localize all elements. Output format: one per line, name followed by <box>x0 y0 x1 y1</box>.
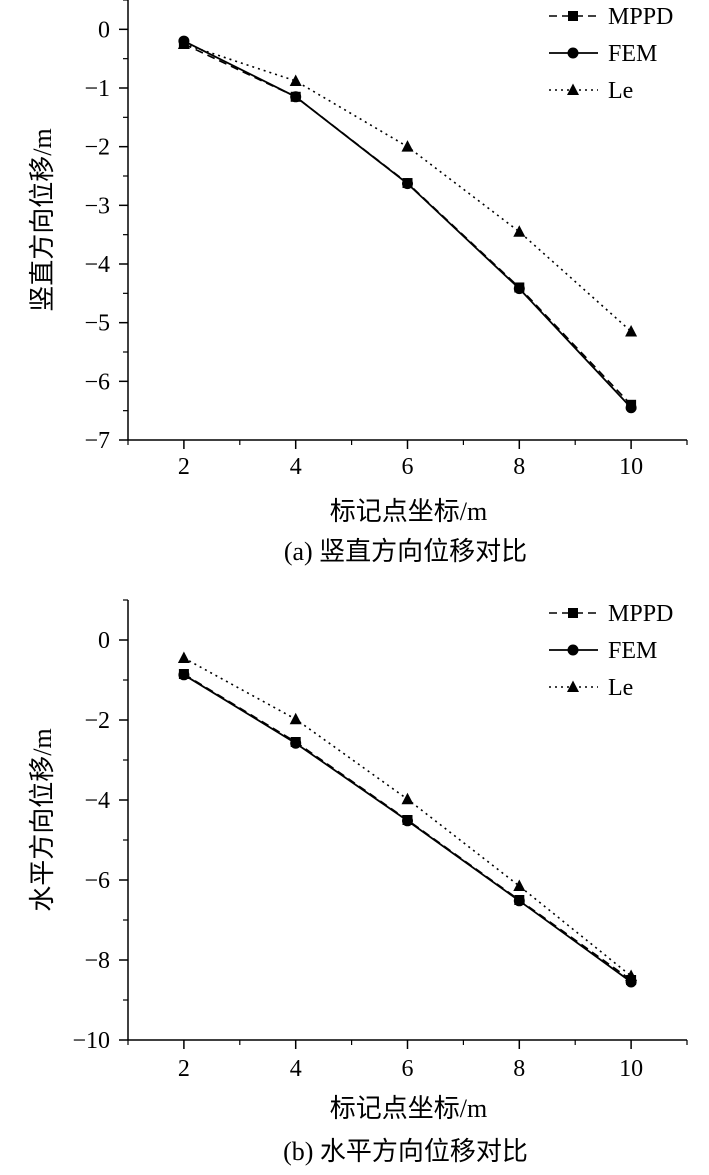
legend-label-fem: FEM <box>608 41 657 67</box>
series-mppd <box>178 669 637 985</box>
x-axis-title: 标记点坐标/m <box>330 1094 487 1123</box>
legend: MPPD FEM Le <box>549 601 673 701</box>
x-tick-label: 6 <box>402 454 414 480</box>
figure-caption: (a) 竖直方向位移对比 <box>284 537 527 566</box>
y-tick-label: −6 <box>84 369 110 395</box>
legend-label-mppd: MPPD <box>608 4 673 30</box>
y-tick-label: −8 <box>84 948 110 974</box>
chart-a-vertical-displacement: 2 4 6 8 10 0 −1 −2 −3 −4 −5 −6 −7 标记点坐标/m 竖直方向位移/m (a) … <box>28 0 688 566</box>
legend-label-le: Le <box>608 675 633 701</box>
point-fem-10 <box>625 976 637 988</box>
legend-marker-le <box>567 680 579 692</box>
series-fem <box>178 35 637 414</box>
chart-b-horizontal-displacement: 2 4 6 8 10 0 −2 −4 −6 −8 −10 标记点坐标/m 水平方向位移/m (b) 水平方… <box>28 599 688 1166</box>
y-tick-label: −2 <box>84 135 110 161</box>
legend-marker-le <box>567 83 579 95</box>
point-le-6 <box>401 140 414 152</box>
x-tick-label: 10 <box>619 454 643 480</box>
y-tick-label: −1 <box>84 76 110 102</box>
point-le-8 <box>513 225 526 237</box>
x-tick-label: 4 <box>290 1056 302 1082</box>
legend-label-le: Le <box>608 78 633 104</box>
point-fem-6 <box>402 815 413 827</box>
point-fem-4 <box>290 737 302 749</box>
figure-caption: (b) 水平方向位移对比 <box>283 1137 528 1166</box>
legend-marker-fem <box>567 47 579 59</box>
point-fem-2 <box>178 35 190 47</box>
point-le-4 <box>289 712 302 725</box>
y-tick-label: 0 <box>98 628 110 654</box>
point-fem-8 <box>513 895 525 907</box>
point-fem-6 <box>402 178 413 190</box>
legend-marker-fem <box>567 644 579 656</box>
y-tick-label: 0 <box>98 17 110 43</box>
x-tick-label: 6 <box>402 1056 414 1082</box>
point-le-10 <box>625 324 638 337</box>
series-line-fem <box>183 40 632 409</box>
legend-marker-mppd <box>568 608 578 618</box>
y-tick-label: −4 <box>84 788 110 814</box>
series-line-mppd <box>183 43 632 406</box>
y-tick-label: −3 <box>84 193 110 219</box>
point-fem-8 <box>513 283 525 295</box>
point-fem-4 <box>290 91 302 103</box>
point-le-2 <box>177 651 190 663</box>
legend-label-mppd: MPPD <box>608 601 673 627</box>
point-le-8 <box>513 879 526 891</box>
series-line-fem <box>183 674 632 983</box>
y-tick-label: −5 <box>84 311 110 337</box>
x-tick-label: 8 <box>513 454 525 480</box>
series-fem <box>178 669 637 988</box>
y-axis-title: 水平方向位移/m <box>28 728 57 911</box>
x-tick-label: 2 <box>178 454 190 480</box>
y-tick-label: −7 <box>84 428 110 454</box>
point-fem-10 <box>625 402 637 414</box>
legend: MPPD FEM Le <box>549 4 673 104</box>
x-tick-label: 10 <box>619 1056 643 1082</box>
x-tick-label: 2 <box>178 1056 190 1082</box>
y-axis-title: 竖直方向位移/m <box>28 128 57 311</box>
y-tick-label: −4 <box>84 252 110 278</box>
point-le-6 <box>401 792 414 805</box>
y-tick-label: −6 <box>84 868 110 894</box>
x-axis-title: 标记点坐标/m <box>330 497 487 526</box>
y-tick-label: −10 <box>72 1028 110 1054</box>
point-fem-2 <box>178 669 190 681</box>
x-tick-label: 8 <box>513 1056 525 1082</box>
y-tick-label: −2 <box>84 708 110 734</box>
point-le-4 <box>289 74 302 86</box>
x-tick-label: 4 <box>290 454 302 480</box>
legend-label-fem: FEM <box>608 638 657 664</box>
legend-marker-mppd <box>568 11 578 21</box>
